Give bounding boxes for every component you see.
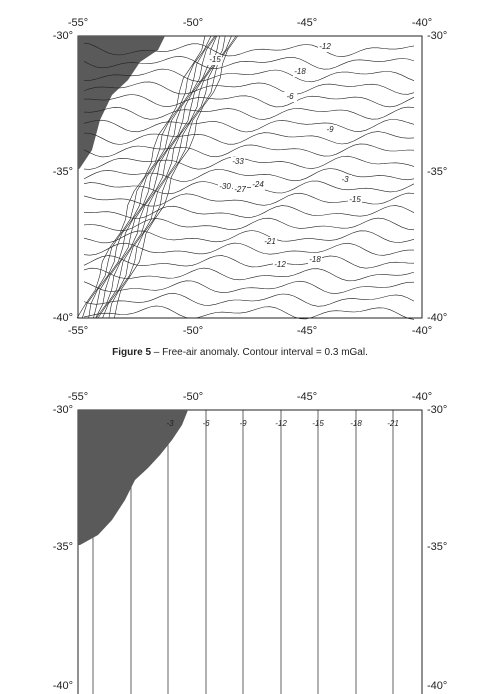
lat-label: -40° bbox=[53, 312, 73, 324]
contour bbox=[83, 155, 415, 170]
contour bbox=[83, 205, 415, 219]
contour-label: -33 bbox=[232, 157, 244, 166]
contour bbox=[83, 106, 415, 120]
label-bg bbox=[251, 180, 265, 190]
lon-label: -40° bbox=[412, 391, 432, 403]
contour bbox=[83, 255, 415, 269]
lat-label: -30° bbox=[427, 30, 447, 42]
land bbox=[78, 410, 188, 545]
contour-label: -9 bbox=[239, 419, 247, 428]
land bbox=[78, 36, 165, 170]
label-bg bbox=[338, 175, 352, 185]
lon-label: -45° bbox=[297, 391, 317, 403]
contour-label: -30 bbox=[219, 182, 231, 191]
contour-label: -6 bbox=[202, 419, 210, 428]
map-frame bbox=[77, 409, 423, 694]
label-bg bbox=[231, 157, 245, 167]
label-bg bbox=[283, 92, 297, 102]
contour bbox=[97, 35, 226, 319]
contour bbox=[83, 180, 415, 195]
contour bbox=[83, 131, 415, 145]
contour bbox=[83, 168, 415, 182]
contour bbox=[83, 242, 414, 256]
contour bbox=[83, 81, 415, 95]
contour-label: -15 bbox=[312, 419, 324, 428]
label-bg bbox=[318, 42, 332, 52]
contour bbox=[114, 35, 238, 319]
contour bbox=[93, 35, 217, 319]
caption: Figure 5 – Free-air anomaly. Contour int… bbox=[112, 347, 368, 358]
contour bbox=[108, 35, 237, 319]
contour-label: -9 bbox=[326, 125, 334, 134]
label-bg bbox=[323, 125, 337, 135]
contour bbox=[82, 35, 212, 319]
lat-label: -30° bbox=[53, 404, 73, 416]
contour bbox=[84, 94, 415, 108]
contour-label: -18 bbox=[350, 419, 362, 428]
label-bg bbox=[308, 255, 322, 265]
contour-label: -12 bbox=[319, 42, 331, 51]
lon-label: -50° bbox=[183, 325, 203, 337]
contour-label: -15 bbox=[209, 55, 221, 64]
lat-label: -35° bbox=[427, 541, 447, 553]
contour-label: -21 bbox=[264, 237, 276, 246]
lon-label: -45° bbox=[297, 17, 317, 29]
contour bbox=[95, 35, 217, 319]
label-bg bbox=[273, 260, 287, 270]
contour-label: -18 bbox=[309, 255, 321, 264]
contour-label: -15 bbox=[349, 195, 361, 204]
label-bg bbox=[218, 182, 232, 192]
lon-label: -55° bbox=[68, 17, 88, 29]
contour-label: -24 bbox=[252, 180, 264, 189]
caption-label: Figure 5 bbox=[112, 347, 151, 358]
lon-label: -55° bbox=[68, 325, 88, 337]
contour bbox=[83, 42, 415, 58]
label-bg bbox=[293, 67, 307, 77]
contour bbox=[83, 305, 415, 320]
label-bg bbox=[348, 195, 362, 205]
label-bg bbox=[263, 237, 277, 247]
label-bg bbox=[233, 185, 247, 195]
contour-label: -3 bbox=[166, 419, 174, 428]
contour-label: -12 bbox=[274, 260, 286, 269]
lat-label: -40° bbox=[427, 680, 447, 692]
contour-label: -6 bbox=[286, 92, 294, 101]
contour bbox=[84, 68, 415, 83]
contour-label: -18 bbox=[294, 67, 306, 76]
lat-label: -35° bbox=[53, 166, 73, 178]
lat-label: -35° bbox=[53, 541, 73, 553]
lon-label: -50° bbox=[183, 391, 203, 403]
contour bbox=[95, 35, 220, 319]
contour bbox=[83, 143, 415, 158]
contour-label: -21 bbox=[387, 419, 399, 428]
contour bbox=[83, 119, 415, 133]
lat-label: -35° bbox=[427, 166, 447, 178]
contour-label: -27 bbox=[234, 185, 246, 194]
lat-label: -40° bbox=[427, 312, 447, 324]
lon-label: -40° bbox=[412, 325, 432, 337]
contour bbox=[83, 292, 415, 307]
contour bbox=[83, 267, 415, 282]
contour bbox=[83, 280, 415, 294]
contour bbox=[83, 55, 415, 70]
contour bbox=[102, 35, 232, 319]
lat-label: -30° bbox=[53, 30, 73, 42]
contour-label: -12 bbox=[275, 419, 287, 428]
lon-label: -40° bbox=[412, 17, 432, 29]
label-bg bbox=[208, 55, 222, 65]
contour bbox=[76, 35, 206, 319]
contour bbox=[83, 230, 415, 244]
lat-label: -30° bbox=[427, 404, 447, 416]
figure-6: -55° -50° -45° -40°-30° -30°-35° -35°-40° -40°… bbox=[53, 391, 447, 694]
caption-text: – Free-air anomaly. Contour interval = 0… bbox=[151, 347, 368, 358]
lat-label: -40° bbox=[53, 680, 73, 692]
lon-label: -45° bbox=[297, 325, 317, 337]
contour-label: -3 bbox=[341, 175, 349, 184]
contour bbox=[88, 35, 215, 319]
figure-5: -55°-55°-50°-50°-45°-45°-40°-40°-30° -30°… bbox=[53, 17, 448, 337]
lon-label: -50° bbox=[183, 17, 203, 29]
lon-label: -55° bbox=[68, 391, 88, 403]
